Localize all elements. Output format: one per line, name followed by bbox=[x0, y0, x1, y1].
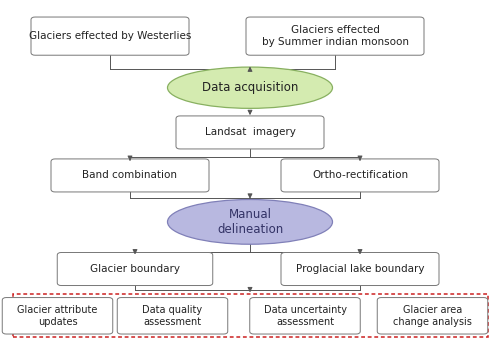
Text: Glaciers effected by Westerlies: Glaciers effected by Westerlies bbox=[29, 31, 191, 41]
Ellipse shape bbox=[168, 67, 332, 108]
FancyBboxPatch shape bbox=[250, 298, 360, 334]
FancyBboxPatch shape bbox=[51, 159, 209, 192]
FancyBboxPatch shape bbox=[2, 298, 112, 334]
Text: Glaciers effected
by Summer indian monsoon: Glaciers effected by Summer indian monso… bbox=[262, 25, 408, 47]
Text: Manual
delineation: Manual delineation bbox=[217, 208, 283, 236]
FancyBboxPatch shape bbox=[31, 17, 189, 55]
FancyBboxPatch shape bbox=[281, 252, 439, 286]
FancyBboxPatch shape bbox=[281, 159, 439, 192]
Text: Band combination: Band combination bbox=[82, 170, 178, 181]
FancyBboxPatch shape bbox=[378, 298, 488, 334]
Text: Ortho-rectification: Ortho-rectification bbox=[312, 170, 408, 181]
FancyBboxPatch shape bbox=[117, 298, 228, 334]
FancyBboxPatch shape bbox=[176, 116, 324, 149]
Text: Glacier attribute
updates: Glacier attribute updates bbox=[18, 305, 98, 326]
Text: Proglacial lake boundary: Proglacial lake boundary bbox=[296, 264, 424, 274]
Text: Data acquisition: Data acquisition bbox=[202, 81, 298, 94]
Text: Glacier boundary: Glacier boundary bbox=[90, 264, 180, 274]
Text: Data quality
assessment: Data quality assessment bbox=[142, 305, 203, 326]
Ellipse shape bbox=[168, 200, 332, 244]
Text: Landsat  imagery: Landsat imagery bbox=[204, 127, 296, 138]
FancyBboxPatch shape bbox=[246, 17, 424, 55]
Text: Data uncertainty
assessment: Data uncertainty assessment bbox=[264, 305, 346, 326]
FancyBboxPatch shape bbox=[58, 252, 213, 286]
Text: Glacier area
change analysis: Glacier area change analysis bbox=[393, 305, 472, 326]
